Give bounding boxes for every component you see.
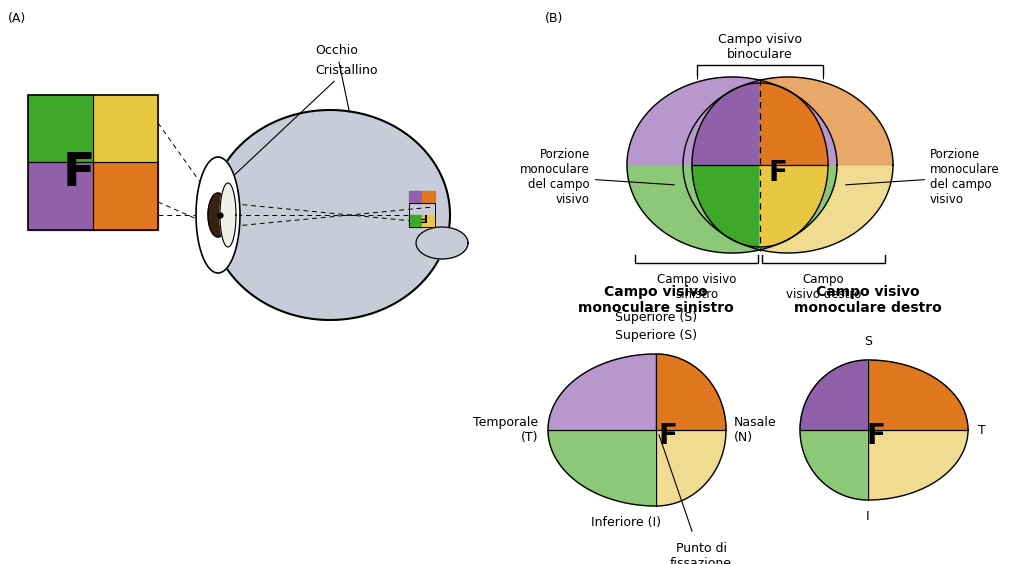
Text: Campo
visivo destro: Campo visivo destro xyxy=(785,273,861,301)
Text: Campo visivo
binoculare: Campo visivo binoculare xyxy=(718,33,802,61)
Text: Campo visivo
monoculare destro: Campo visivo monoculare destro xyxy=(795,285,942,315)
Polygon shape xyxy=(627,165,837,253)
Polygon shape xyxy=(208,193,228,237)
Text: F: F xyxy=(866,422,886,450)
Polygon shape xyxy=(800,360,868,430)
Text: Nasale
(N): Nasale (N) xyxy=(734,416,776,444)
Text: F: F xyxy=(418,211,426,221)
Polygon shape xyxy=(416,227,468,259)
Polygon shape xyxy=(627,77,837,165)
Text: F: F xyxy=(658,422,678,450)
Polygon shape xyxy=(548,430,656,506)
Text: Porzione
monoculare
del campo
visivo: Porzione monoculare del campo visivo xyxy=(520,148,674,206)
Bar xyxy=(93,95,158,162)
Polygon shape xyxy=(683,77,893,165)
Text: F: F xyxy=(769,159,787,187)
Polygon shape xyxy=(760,83,828,165)
Text: (A): (A) xyxy=(8,12,27,25)
Bar xyxy=(28,163,93,230)
Bar xyxy=(422,191,435,203)
Text: Punto di
fissazione: Punto di fissazione xyxy=(670,542,732,564)
Bar xyxy=(28,95,93,162)
Polygon shape xyxy=(548,354,656,430)
Polygon shape xyxy=(692,83,760,165)
Text: Temporale
(T): Temporale (T) xyxy=(473,416,538,444)
Text: Superiore (S): Superiore (S) xyxy=(615,329,697,342)
Bar xyxy=(409,215,422,227)
Bar xyxy=(28,95,158,230)
Text: Superiore (S): Superiore (S) xyxy=(615,311,697,324)
Text: Campo visivo
monoculare sinistro: Campo visivo monoculare sinistro xyxy=(579,285,734,315)
Text: Inferiore (I): Inferiore (I) xyxy=(591,516,662,529)
Polygon shape xyxy=(656,430,726,506)
Text: Campo visivo
sinistro: Campo visivo sinistro xyxy=(656,273,736,301)
Bar xyxy=(422,215,435,227)
Text: I: I xyxy=(866,510,869,523)
Text: (B): (B) xyxy=(545,12,563,25)
Text: Cristallino: Cristallino xyxy=(230,64,378,179)
Text: T: T xyxy=(978,424,986,437)
Polygon shape xyxy=(760,165,828,247)
Polygon shape xyxy=(692,165,760,247)
Text: Porzione
monoculare
del campo
visivo: Porzione monoculare del campo visivo xyxy=(846,148,999,206)
Bar xyxy=(409,203,435,227)
Bar xyxy=(93,163,158,230)
Polygon shape xyxy=(210,110,450,320)
Text: Occhio: Occhio xyxy=(315,43,357,112)
Polygon shape xyxy=(868,430,968,500)
Polygon shape xyxy=(656,354,726,430)
Polygon shape xyxy=(220,183,236,247)
Text: F: F xyxy=(62,152,95,196)
Text: S: S xyxy=(864,335,872,348)
Bar xyxy=(409,191,422,203)
Polygon shape xyxy=(196,157,240,273)
Polygon shape xyxy=(868,360,968,430)
Polygon shape xyxy=(800,430,868,500)
Polygon shape xyxy=(683,165,893,253)
